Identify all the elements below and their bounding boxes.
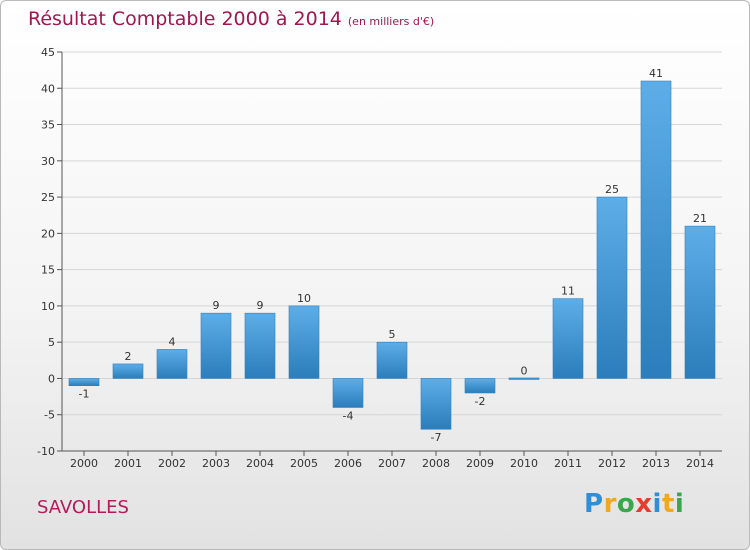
y-tick-label: 5 [48, 336, 55, 349]
x-tick-label: 2014 [686, 457, 714, 470]
y-tick-label: -5 [44, 409, 55, 422]
y-tick-label: 0 [48, 372, 55, 385]
bar [684, 225, 716, 379]
bar-value-label: 10 [297, 292, 311, 305]
bar [332, 378, 364, 408]
bar [552, 298, 584, 379]
y-tick-label: 25 [41, 191, 55, 204]
logo-letter: P [584, 489, 604, 519]
x-tick-label: 2011 [554, 457, 582, 470]
bar [420, 378, 452, 430]
bar [640, 80, 672, 379]
logo-letter: i [652, 489, 662, 519]
bar-value-label: 11 [561, 285, 575, 298]
bar-value-label: -7 [431, 431, 442, 444]
proxiti-logo: Proxiti [584, 489, 684, 519]
x-tick-label: 2008 [422, 457, 450, 470]
y-tick-label: 20 [41, 227, 55, 240]
bar-value-label: 9 [213, 299, 220, 312]
bar-value-label: 25 [605, 183, 619, 196]
y-tick-label: 40 [41, 82, 55, 95]
bar [156, 349, 188, 379]
logo-letter: x [635, 489, 653, 519]
y-tick-label: 30 [41, 155, 55, 168]
x-tick-label: 2005 [290, 457, 318, 470]
x-tick-label: 2007 [378, 457, 406, 470]
x-tick-label: 2013 [642, 457, 670, 470]
bar [200, 312, 232, 379]
logo-letter: o [616, 489, 636, 519]
bar [112, 363, 144, 379]
x-tick-label: 2004 [246, 457, 274, 470]
bar [376, 341, 408, 379]
bar [508, 377, 540, 380]
chart-title-main: Résultat Comptable 2000 à 2014 [28, 8, 342, 30]
x-tick-label: 2006 [334, 457, 362, 470]
logo-letter: t [661, 489, 675, 519]
logo-letter: i [674, 489, 685, 519]
bar [596, 196, 628, 379]
y-tick-label: 10 [41, 300, 55, 313]
x-tick-label: 2003 [202, 457, 230, 470]
bar-value-label: 2 [125, 350, 132, 363]
bar [464, 378, 496, 394]
x-tick-label: 2002 [158, 457, 186, 470]
x-tick-label: 2010 [510, 457, 538, 470]
y-tick-label: 15 [41, 264, 55, 277]
bar-value-label: -4 [343, 409, 354, 422]
y-tick-label: 45 [41, 46, 55, 59]
x-tick-label: 2001 [114, 457, 142, 470]
bar-value-label: 41 [649, 67, 663, 80]
y-tick-label: 35 [41, 119, 55, 132]
y-tick-label: -10 [37, 445, 55, 458]
commune-name: SAVOLLES [37, 497, 129, 518]
bar [288, 305, 320, 379]
chart-title-unit: (en milliers d'€) [347, 15, 435, 28]
x-tick-label: 2012 [598, 457, 626, 470]
bar-value-label: 21 [693, 212, 707, 225]
bar-value-label: 0 [521, 364, 528, 377]
x-tick-label: 2000 [70, 457, 98, 470]
bar-value-label: -2 [475, 395, 486, 408]
bar [68, 378, 100, 387]
bar [244, 312, 276, 379]
bar-value-label: -1 [79, 388, 90, 401]
bar-value-label: 4 [169, 335, 176, 348]
x-tick-label: 2009 [466, 457, 494, 470]
logo-letter: r [603, 489, 617, 519]
bar-value-label: 5 [389, 328, 396, 341]
chart-title: Résultat Comptable 2000 à 2014 (en millie… [28, 8, 434, 30]
bar-value-label: 9 [257, 299, 264, 312]
